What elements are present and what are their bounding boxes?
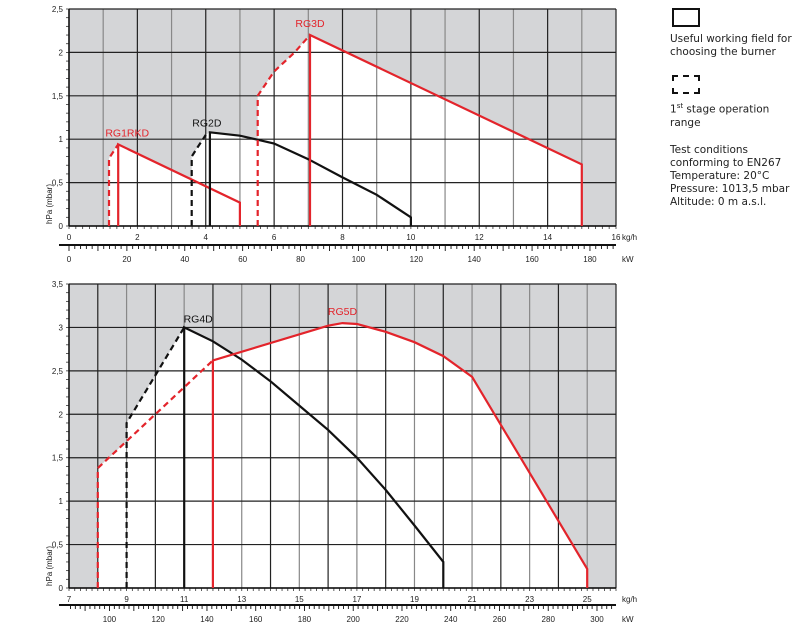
working-field-legend-swatch (672, 8, 700, 27)
x-tick-label: 13 (237, 595, 246, 604)
stage1-range-line (256, 34, 311, 226)
kw-tick-label: 220 (395, 615, 409, 624)
stage1-range-line (96, 359, 214, 588)
kw-tick-label: 180 (298, 615, 312, 624)
working-field-legend-label: Useful working field for choosing the bu… (670, 33, 792, 58)
kw-tick-label: 140 (200, 615, 214, 624)
x-axis-unit: kg/h (622, 595, 637, 604)
chart-1: 0 0,5 1 1,5 2 2,5 hPa (mbar) 0 2 4 6 8 10 12 14 16 kg/h 0… (45, 5, 637, 264)
y-tick-label: 1 (59, 497, 64, 506)
kw-tick-label: 260 (493, 615, 507, 624)
series-label: RG2D (192, 117, 222, 129)
y-tick-label: 0,5 (52, 179, 64, 188)
test-conditions: Test conditions conforming to EN267 Temp… (670, 144, 795, 209)
x-tick-label: 7 (67, 595, 72, 604)
x-tick-label: 6 (272, 233, 277, 242)
condition-altitude: Altitude: 0 m a.s.l. (670, 195, 767, 208)
kw-axis-unit: kW (622, 615, 634, 624)
x-tick-label: 21 (468, 595, 477, 604)
condition-temperature: Temperature: 20°C (670, 169, 770, 182)
x-tick-label: 9 (124, 595, 129, 604)
stage1-sup: st (676, 102, 684, 110)
working-field-line (211, 321, 589, 588)
y-tick-label: 3,5 (52, 280, 64, 289)
stage1-text: stage operation range (670, 103, 770, 129)
working-field-line (208, 131, 412, 226)
stage1-range-line (125, 326, 186, 588)
x-tick-label: 2 (135, 233, 140, 242)
kw-tick-label: 100 (103, 615, 117, 624)
kw-tick-label: 160 (249, 615, 263, 624)
kw-tick-label: 120 (152, 615, 166, 624)
working-region-rg5d (97, 323, 588, 588)
kw-tick-label: 60 (238, 255, 247, 264)
x-tick-label: 19 (410, 595, 419, 604)
stage1-range-line (190, 134, 207, 226)
kw-tick-label: 200 (347, 615, 361, 624)
chart-2: 0 0,5 1 1,5 2 2,5 3 3,5 hPa (mbar) 7 9 11 13 15 17 19 21… (45, 280, 637, 624)
kw-tick-label: 120 (410, 255, 424, 264)
series-label: RG1RKD (105, 127, 149, 139)
stage1-legend-label: 1st stage operation range (670, 100, 795, 130)
y-tick-label: 0 (59, 584, 64, 593)
kw-tick-label: 0 (67, 255, 72, 264)
y-tick-label: 1,5 (52, 92, 64, 101)
x-tick-label: 11 (180, 595, 189, 604)
y-tick-label: 2 (59, 48, 64, 57)
working-field-line (117, 142, 241, 226)
x-tick-label: 17 (352, 595, 361, 604)
series-label: RG5D (328, 306, 358, 318)
kw-tick-label: 40 (180, 255, 189, 264)
y-tick-label: 0 (59, 222, 64, 231)
kw-tick-label: 300 (590, 615, 604, 624)
stage1-legend-swatch (672, 75, 700, 94)
x-tick-label: 10 (406, 233, 415, 242)
x-tick-label: 8 (340, 233, 345, 242)
kw-tick-label: 140 (468, 255, 482, 264)
kw-tick-label: 80 (296, 255, 305, 264)
x-tick-label: 23 (525, 595, 534, 604)
working-region-rg3d (257, 35, 582, 226)
x-tick-label: 0 (67, 233, 72, 242)
x-tick-label: 12 (475, 233, 484, 242)
y-tick-label: 3 (59, 323, 64, 332)
y-axis-title: hPa (mbar) (45, 546, 54, 586)
y-tick-label: 1 (59, 135, 64, 144)
x-tick-label: 15 (295, 595, 304, 604)
series-label: RG4D (184, 313, 214, 325)
condition-standard: Test conditions conforming to EN267 (670, 143, 782, 169)
series-rg1rkd: RG1RKD (105, 127, 241, 226)
series-rg3d: RG3D (256, 18, 583, 226)
x-tick-label: 4 (204, 233, 209, 242)
y-tick-label: 2,5 (52, 367, 64, 376)
x-tick-label: 16 (612, 233, 621, 242)
kw-tick-label: 20 (122, 255, 131, 264)
y-tick-label: 2 (59, 410, 64, 419)
x-axis-unit: kg/h (622, 233, 637, 242)
stage1-range-line (107, 143, 120, 226)
series-rg4d: RG4D (125, 313, 445, 588)
series-rg5d: RG5D (96, 306, 589, 588)
series-rg2d: RG2D (190, 117, 412, 226)
x-tick-label: 14 (543, 233, 552, 242)
condition-pressure: Pressure: 1013,5 mbar (670, 182, 790, 195)
kw-tick-label: 160 (525, 255, 539, 264)
legend: Useful working field for choosing the bu… (670, 8, 795, 209)
y-tick-label: 2,5 (52, 5, 64, 14)
y-axis-title: hPa (mbar) (45, 184, 54, 224)
series-label: RG3D (295, 18, 325, 30)
stage1-number: 1 (670, 103, 677, 116)
working-field-line (308, 33, 583, 226)
kw-tick-label: 280 (542, 615, 556, 624)
kw-tick-label: 100 (352, 255, 366, 264)
kw-axis-unit: kW (622, 255, 634, 264)
x-tick-label: 25 (583, 595, 592, 604)
working-field-line (183, 325, 445, 588)
y-tick-label: 0,5 (52, 541, 64, 550)
y-tick-label: 1,5 (52, 454, 64, 463)
kw-tick-label: 180 (583, 255, 597, 264)
kw-tick-label: 240 (444, 615, 458, 624)
